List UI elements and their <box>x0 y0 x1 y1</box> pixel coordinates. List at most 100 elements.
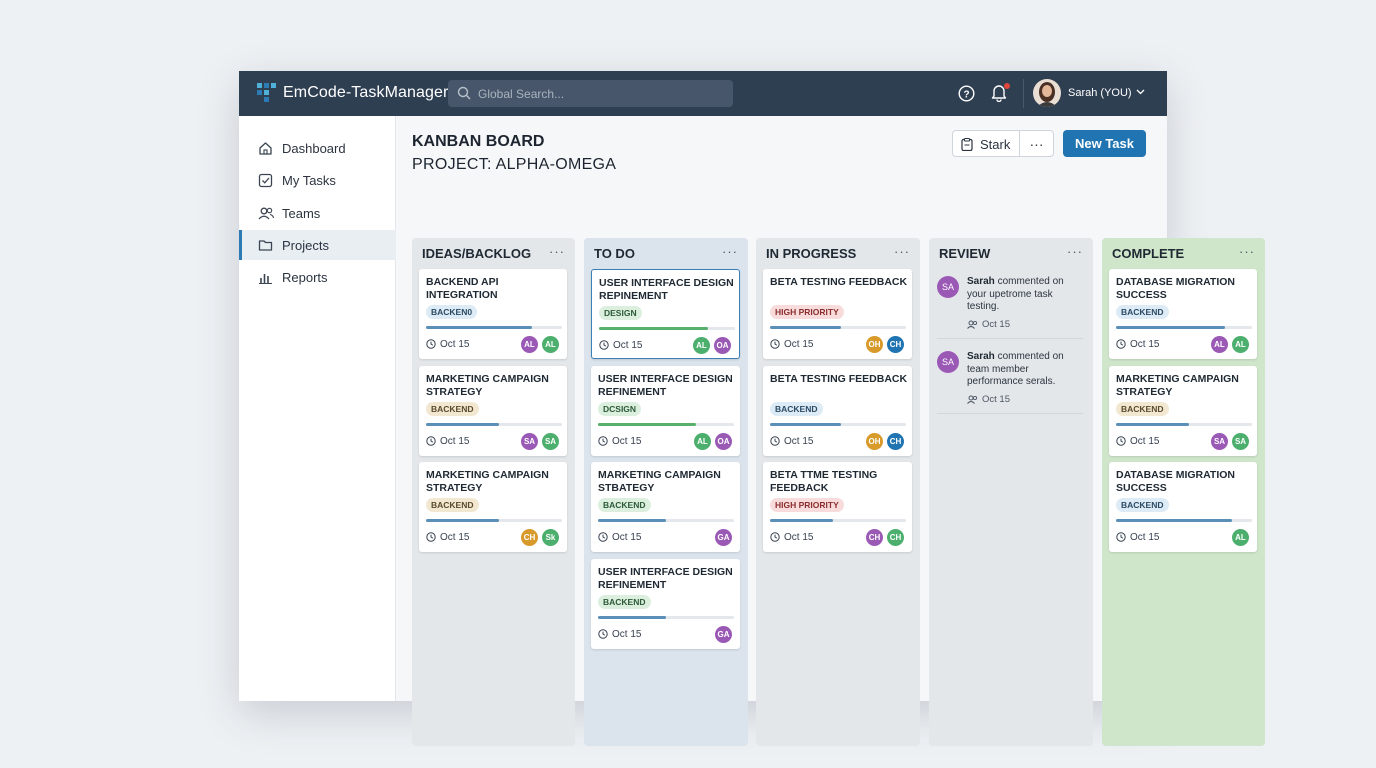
clock-icon <box>1116 532 1126 542</box>
assignee-avatar[interactable]: Sk <box>542 529 559 546</box>
assignee-avatar[interactable]: AL <box>1232 529 1249 546</box>
task-due-date: Oct 15 <box>770 532 813 543</box>
task-card[interactable]: BACKEND API INTEGRATION BACKEN0 Oct 15 AL AL <box>419 269 567 359</box>
assignee-avatar[interactable]: GA <box>715 626 732 643</box>
task-due-date: Oct 15 <box>770 436 813 447</box>
sidebar-item-label: My Tasks <box>282 172 336 188</box>
task-card[interactable]: BETA TTME TESTING FEEDBACK HIGH PRIORITY O… <box>763 462 912 552</box>
comment-date-text: Oct 15 <box>982 319 1010 330</box>
assignee-avatar[interactable]: CH <box>521 529 538 546</box>
task-card[interactable]: USER INTERFACE DESIGN REFINEMENT BACKEND O… <box>591 559 740 649</box>
svg-text:?: ? <box>963 89 969 100</box>
task-due-date: Oct 15 <box>598 436 641 447</box>
task-title: BETA TESTING FEEDBACK <box>770 276 908 288</box>
assignee-avatar[interactable]: AL <box>693 337 710 354</box>
stark-button[interactable]: Stark <box>952 130 1020 157</box>
task-tag: DCSIGN <box>598 402 642 416</box>
task-card[interactable]: MARKETING CAMPAIGN STRATEGY BACKEND Oct 15… <box>419 462 567 552</box>
task-tag: BACKEND <box>426 402 479 416</box>
chevron-down-icon[interactable] <box>1136 89 1145 95</box>
sidebar-item-dashboard[interactable]: Dashboard <box>239 133 396 163</box>
progress-bar <box>598 519 734 522</box>
user-avatar[interactable] <box>1033 79 1061 107</box>
user-name[interactable]: Sarah (YOU) <box>1068 87 1132 99</box>
assignee-avatar[interactable]: AL <box>542 336 559 353</box>
comment-body: commented on your upetrome task testing. <box>967 276 1064 312</box>
task-card[interactable]: BETA TESTING FEEDBACK HIGH PRIORITY Oct 15… <box>763 269 912 359</box>
progress-bar <box>1116 326 1252 329</box>
activity-comment[interactable]: SA Sarah commented on team member perform… <box>937 351 1083 421</box>
task-due-date: Oct 15 <box>426 436 469 447</box>
column-menu-icon[interactable]: ··· <box>722 244 738 259</box>
assignee-avatar[interactable]: AL <box>1211 336 1228 353</box>
task-title: BETA TTME TESTING FEEDBACK <box>770 469 878 494</box>
progress-bar <box>426 326 562 329</box>
column-menu-icon[interactable]: ··· <box>894 244 910 259</box>
comment-date: Oct 15 <box>967 394 1010 405</box>
task-due-date: Oct 15 <box>426 532 469 543</box>
top-bar: EmCode-TaskManager ? Sarah (YOU) <box>239 71 1167 116</box>
column-menu-icon[interactable]: ··· <box>1067 244 1083 259</box>
assignee-avatar[interactable]: CH <box>887 336 904 353</box>
task-card[interactable]: MARKETING CAMPAIGN STRATEGY BACKEND Oct 15… <box>1109 366 1257 456</box>
assignee-avatar[interactable]: OA <box>715 433 732 450</box>
clock-icon <box>598 629 608 639</box>
task-card[interactable]: DATABASE MIGRATION SUCCESS BACKEND Oct 15 A… <box>1109 462 1257 552</box>
task-card[interactable]: DATABASE MIGRATION SUCCESS BACKEND Oct 15 A… <box>1109 269 1257 359</box>
task-title: USER INTERFACE DESIGN REPINEMENT <box>599 277 734 302</box>
people-icon <box>967 395 978 404</box>
assignee-avatar[interactable]: CH <box>887 433 904 450</box>
assignee-avatar[interactable]: GA <box>715 529 732 546</box>
task-tag: BACKEND <box>1116 402 1169 416</box>
due-date-text: Oct 15 <box>784 436 814 447</box>
assignee-avatar[interactable]: SA <box>542 433 559 450</box>
task-card[interactable]: USER INTERFACE DESIGN REFINEMENT DCSIGN Oc… <box>591 366 740 456</box>
activity-comment[interactable]: SA Sarah commented on your upetrome task … <box>937 276 1083 346</box>
due-date-text: Oct 15 <box>613 340 643 351</box>
clock-icon <box>426 532 436 542</box>
assignee-avatar[interactable]: SA <box>1211 433 1228 450</box>
sidebar-item-projects[interactable]: Projects <box>239 230 396 260</box>
task-due-date: Oct 15 <box>1116 436 1159 447</box>
clipboard-icon <box>961 138 973 151</box>
bar-chart-icon <box>259 273 272 284</box>
assignee-avatar[interactable]: OH <box>866 433 883 450</box>
home-icon <box>259 141 272 155</box>
app-window: EmCode-TaskManager ? Sarah (YOU) Dashboa… <box>239 71 1265 746</box>
people-icon <box>967 320 978 329</box>
new-task-button[interactable]: New Task <box>1063 130 1146 157</box>
assignee-avatar[interactable]: OH <box>866 336 883 353</box>
search-input[interactable] <box>478 84 723 103</box>
task-card[interactable]: USER INTERFACE DESIGN REPINEMENT DESIGN Oc… <box>591 269 740 359</box>
assignee-avatar[interactable]: AL <box>694 433 711 450</box>
help-icon[interactable]: ? <box>958 85 975 102</box>
column-menu-icon[interactable]: ··· <box>549 244 565 259</box>
assignee-avatar[interactable]: AL <box>1232 336 1249 353</box>
assignee-avatar[interactable]: AL <box>521 336 538 353</box>
clock-icon <box>599 340 609 350</box>
progress-bar <box>426 423 562 426</box>
assignee-avatar[interactable]: SA <box>521 433 538 450</box>
sidebar-item-teams[interactable]: Teams <box>239 198 396 228</box>
sidebar-item-my-tasks[interactable]: My Tasks <box>239 165 396 195</box>
task-card[interactable]: BETA TESTING FEEDBACK BACKEND Oct 15 OH CH <box>763 366 912 456</box>
sidebar-item-reports[interactable]: Reports <box>239 262 396 292</box>
column-menu-icon[interactable]: ··· <box>1239 244 1255 259</box>
task-card[interactable]: MARKETING CAMPAIGN STBATEGY BACKEND Oct 15… <box>591 462 740 552</box>
assignee-avatar[interactable]: SA <box>1232 433 1249 450</box>
comment-date: Oct 15 <box>967 319 1010 330</box>
task-title: MARKETING CAMPAIGN STRATEGY <box>426 469 549 494</box>
assignee-avatar[interactable]: OA <box>714 337 731 354</box>
assignee-avatar[interactable]: CH <box>887 529 904 546</box>
global-search[interactable] <box>448 80 733 107</box>
due-date-text: Oct 15 <box>1130 436 1160 447</box>
progress-bar <box>1116 423 1252 426</box>
due-date-text: Oct 15 <box>612 532 642 543</box>
assignee-avatar[interactable]: CH <box>866 529 883 546</box>
bell-icon[interactable] <box>990 83 1008 102</box>
more-options-button[interactable]: ··· <box>1019 130 1054 157</box>
task-tag: BACKEND <box>1116 305 1169 319</box>
task-tag: BACKEN0 <box>426 305 478 319</box>
task-due-date: Oct 15 <box>598 532 641 543</box>
task-card[interactable]: MARKETING CAMPAIGN STRATEGY BACKEND Oct 15… <box>419 366 567 456</box>
